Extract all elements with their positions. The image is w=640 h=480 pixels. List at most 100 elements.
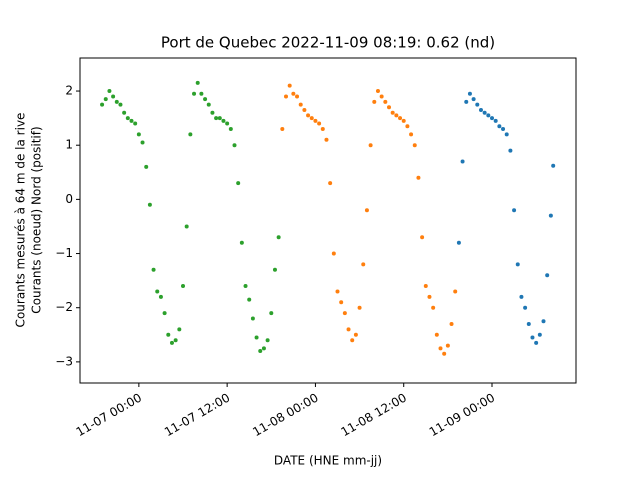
data-point xyxy=(309,116,314,121)
data-point xyxy=(387,105,392,110)
data-point xyxy=(409,132,414,137)
data-point xyxy=(122,110,127,115)
y-axis-label: Courants mesurés à 64 m de la rive xyxy=(14,113,28,328)
data-point xyxy=(103,97,108,102)
data-point xyxy=(184,224,189,229)
x-axis-label: DATE (HNE mm-jj) xyxy=(274,454,382,468)
data-point xyxy=(449,321,454,326)
data-point xyxy=(243,284,248,289)
data-point xyxy=(177,327,182,332)
data-point xyxy=(298,102,303,107)
data-point xyxy=(530,335,535,340)
data-point xyxy=(467,91,472,96)
data-point xyxy=(545,273,550,278)
data-point xyxy=(401,118,406,123)
data-point xyxy=(217,116,222,121)
data-point xyxy=(434,332,439,337)
data-point xyxy=(250,316,255,321)
data-point xyxy=(306,113,311,118)
data-point xyxy=(328,181,333,186)
data-point xyxy=(302,108,307,112)
y-tick-label: −1 xyxy=(55,246,73,260)
data-point xyxy=(324,137,329,142)
data-point xyxy=(537,332,542,337)
data-point xyxy=(478,108,483,112)
plot-frame xyxy=(79,57,577,384)
data-point xyxy=(162,311,167,316)
data-point xyxy=(214,116,219,121)
data-point xyxy=(423,284,428,289)
data-point xyxy=(346,327,351,332)
data-point xyxy=(291,91,296,96)
data-point xyxy=(420,235,425,240)
data-point xyxy=(111,94,116,99)
data-point xyxy=(445,343,450,348)
data-point xyxy=(493,118,498,123)
data-point xyxy=(416,175,421,180)
data-point xyxy=(313,118,318,123)
data-point xyxy=(350,338,355,343)
y-tick-label: −2 xyxy=(55,300,73,314)
data-point xyxy=(534,340,539,345)
data-point xyxy=(551,163,556,168)
data-point xyxy=(118,102,123,107)
data-point xyxy=(526,321,531,326)
data-point xyxy=(431,305,436,310)
data-point xyxy=(523,305,528,310)
data-point xyxy=(261,346,266,351)
data-point xyxy=(295,94,300,99)
data-point xyxy=(317,121,322,126)
data-point xyxy=(501,126,506,131)
y-tick-label: −3 xyxy=(55,354,73,368)
data-point xyxy=(357,305,362,310)
data-point xyxy=(210,110,215,115)
data-point xyxy=(151,267,156,272)
y-tick-label: 0 xyxy=(65,192,73,206)
data-point xyxy=(225,121,230,126)
data-point xyxy=(515,262,520,267)
chart-title: Port de Quebec 2022-11-09 08:19: 0.62 (n… xyxy=(161,34,495,52)
y-tick-label: 2 xyxy=(65,84,73,98)
data-point xyxy=(254,335,259,340)
data-point xyxy=(486,113,491,118)
data-point xyxy=(221,118,226,123)
data-point xyxy=(265,338,270,343)
data-point xyxy=(269,311,274,316)
data-point xyxy=(383,99,388,104)
y-axis-label: Courants (noeud) Nord (positif) xyxy=(30,126,44,313)
data-point xyxy=(519,294,524,299)
data-point xyxy=(361,262,366,267)
data-point xyxy=(228,126,233,131)
data-point xyxy=(548,213,553,218)
data-point xyxy=(155,289,160,294)
data-point xyxy=(482,110,487,115)
data-point xyxy=(427,294,432,299)
data-point xyxy=(475,102,480,107)
data-point xyxy=(375,89,380,94)
data-point xyxy=(453,289,458,294)
data-point xyxy=(372,99,377,104)
data-point xyxy=(287,83,292,88)
data-point xyxy=(504,132,509,137)
data-point xyxy=(206,102,211,107)
data-point xyxy=(147,202,152,207)
data-point xyxy=(280,126,285,131)
data-point xyxy=(456,240,461,245)
data-point xyxy=(166,332,171,337)
data-point xyxy=(199,91,204,96)
data-point xyxy=(140,140,145,145)
data-point xyxy=(158,294,163,299)
data-point xyxy=(412,143,417,148)
data-point xyxy=(342,311,347,316)
data-point xyxy=(398,116,403,121)
data-point xyxy=(195,80,200,85)
data-point xyxy=(272,267,277,272)
data-point xyxy=(497,124,502,129)
data-point xyxy=(471,97,476,102)
data-point xyxy=(276,235,281,240)
data-point xyxy=(541,319,546,324)
data-point xyxy=(232,143,237,148)
